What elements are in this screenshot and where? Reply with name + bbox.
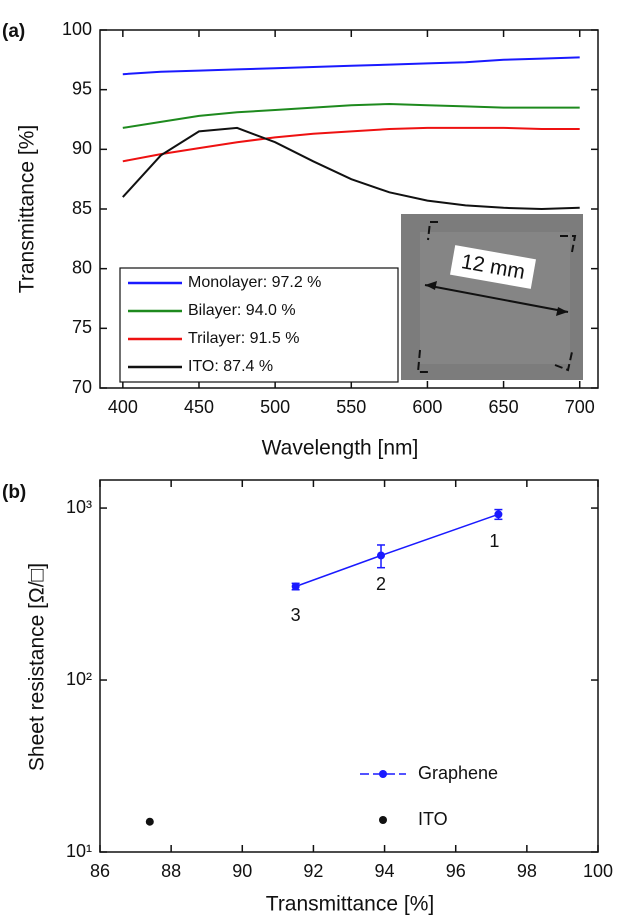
legend-label: Bilayer: 94.0 % [188, 302, 296, 319]
x-tick-label: 92 [303, 861, 323, 881]
x-tick-label: 400 [108, 397, 138, 417]
y-tick-label: 80 [72, 257, 92, 277]
y-tick-label: 100 [62, 19, 92, 39]
legend-label: Graphene [418, 763, 498, 783]
y-axis-title: Sheet resistance [Ω/□] [26, 563, 49, 771]
series-line [122, 56, 580, 76]
inset-brackets [416, 221, 577, 373]
y-tick-label: 10² [66, 669, 92, 689]
data-point [291, 582, 300, 591]
y-tick-label: 95 [72, 78, 92, 98]
x-tick-label: 700 [565, 397, 595, 417]
legend-label: Monolayer: 97.2 % [188, 274, 321, 291]
data-point [377, 551, 386, 560]
data-point [494, 510, 503, 519]
inset-label-bg [450, 245, 536, 289]
y-tick-label: 75 [72, 317, 92, 337]
x-axis-title: Transmittance [%] [266, 893, 434, 916]
legend-label: ITO [418, 809, 448, 829]
data-point [145, 817, 154, 826]
inset-photo: 12 mm [401, 214, 583, 380]
panel-label: (a) [2, 21, 25, 42]
series-line [295, 513, 499, 588]
x-tick-label: 88 [161, 861, 181, 881]
y-tick-label: 85 [72, 198, 92, 218]
legend-label: Trilayer: 91.5 % [188, 330, 299, 347]
x-tick-label: 450 [184, 397, 214, 417]
x-tick-label: 90 [232, 861, 252, 881]
legend-marker [379, 816, 387, 824]
series-line [122, 102, 580, 129]
x-tick-label: 86 [90, 861, 110, 881]
x-tick-label: 94 [375, 861, 395, 881]
point-label: 1 [489, 531, 499, 551]
legend-marker [379, 770, 387, 778]
x-tick-label: 600 [412, 397, 442, 417]
series-line [122, 126, 580, 163]
point-label: 2 [376, 574, 386, 594]
y-tick-label: 10³ [66, 497, 92, 517]
x-tick-label: 96 [446, 861, 466, 881]
point-label: 3 [291, 605, 301, 625]
y-tick-label: 90 [72, 138, 92, 158]
x-tick-label: 500 [260, 397, 290, 417]
x-tick-label: 550 [336, 397, 366, 417]
legend-box [119, 267, 399, 383]
legend-label: ITO: 87.4 % [188, 358, 273, 375]
y-tick-label: 70 [72, 377, 92, 397]
x-axis-title: Wavelength [nm] [262, 437, 419, 460]
x-tick-label: 98 [517, 861, 537, 881]
series-line [122, 126, 580, 211]
inset-arrow [424, 284, 569, 313]
plot-frame [99, 479, 599, 853]
x-tick-label: 650 [489, 397, 519, 417]
y-axis-title: Transmittance [%] [16, 125, 39, 293]
y-tick-label: 10¹ [66, 841, 92, 861]
x-tick-label: 100 [583, 861, 613, 881]
panel-label: (b) [2, 482, 26, 503]
